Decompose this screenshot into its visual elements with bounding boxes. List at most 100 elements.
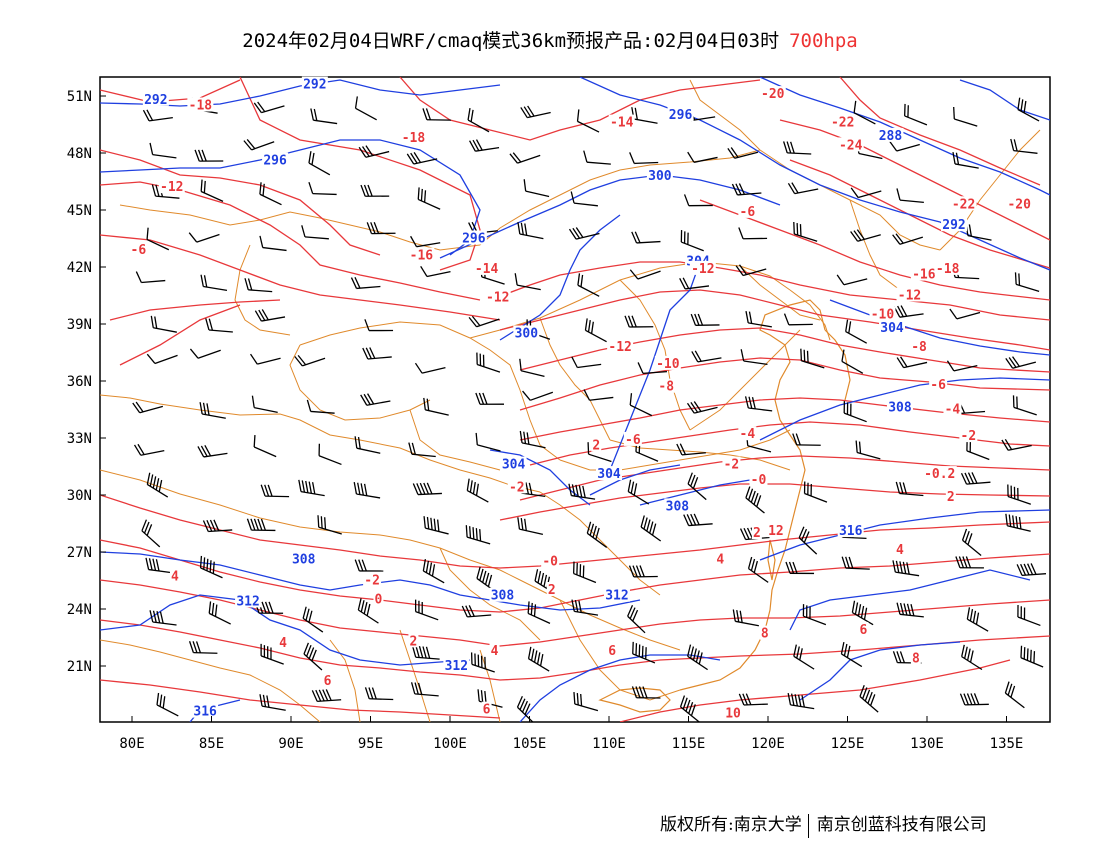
isotherm-line — [100, 79, 241, 103]
wind-barb-feather — [523, 106, 532, 118]
wind-barb-feather — [800, 348, 803, 361]
wind-barb-feather — [523, 179, 527, 192]
wind-barb-shaft — [573, 202, 598, 207]
wind-barb-shaft — [261, 105, 285, 114]
wind-barb-feather — [363, 601, 368, 614]
wind-barb-shaft — [691, 116, 716, 122]
boundary-line — [849, 199, 901, 291]
temperature-label-bg — [657, 378, 676, 393]
wind-barb-feather — [1023, 563, 1030, 576]
wind-barb — [135, 271, 166, 284]
wind-barb — [961, 644, 983, 671]
wind-barb-shaft — [521, 442, 546, 449]
wind-barb-feather — [691, 351, 699, 363]
wind-barb-feather — [308, 610, 313, 623]
wind-barb-feather — [436, 519, 440, 532]
wind-barb-shaft — [899, 199, 924, 204]
wind-barb-shaft — [853, 112, 876, 125]
wind-barb — [475, 392, 505, 405]
wind-barb-shaft — [685, 285, 710, 290]
wind-barb — [308, 151, 331, 176]
temperature-label: 4 — [279, 636, 287, 651]
temperature-label: -6 — [930, 378, 946, 393]
temperature-label: 6 — [324, 674, 332, 689]
wind-barb-feather — [311, 482, 316, 495]
boundary-line — [689, 329, 801, 431]
wind-barb — [892, 560, 920, 577]
wind-barb-feather — [955, 556, 961, 568]
wind-barb-feather — [869, 694, 876, 706]
wind-barb — [132, 401, 164, 414]
geopotential-label-bg — [460, 230, 487, 245]
wind-barb-shaft — [1007, 525, 1031, 532]
wind-barb-shaft — [574, 703, 599, 712]
wind-barb — [412, 482, 442, 496]
boundary-line — [289, 344, 431, 421]
wind-barb-feather — [1030, 563, 1037, 575]
wind-barb-feather — [260, 518, 267, 531]
wind-barb-feather — [738, 693, 745, 706]
wind-barb-feather — [1033, 651, 1036, 664]
geopotential-line — [499, 214, 621, 341]
temperature-label: 2 — [947, 490, 955, 505]
wind-barb-feather — [745, 693, 752, 705]
coastline-segment — [767, 539, 776, 581]
geopotential-line — [100, 139, 481, 256]
wind-barb-feather — [305, 480, 309, 493]
geopotential-label: 292 — [303, 78, 326, 93]
wind-barb-shaft — [155, 195, 180, 199]
wind-barb-shaft — [146, 239, 170, 251]
wind-barb — [640, 515, 662, 542]
wind-barb — [208, 601, 231, 625]
wind-barb-feather — [367, 393, 375, 405]
wind-barb — [570, 191, 598, 207]
wind-barb-feather — [793, 644, 797, 657]
wind-barb — [423, 516, 449, 535]
boundary-line — [409, 409, 501, 471]
wind-barb-shaft — [521, 492, 546, 498]
temperature-label-bg — [654, 355, 681, 370]
wind-barb — [294, 354, 326, 367]
wind-barb-feather — [141, 519, 148, 532]
wind-barb-shaft — [843, 278, 868, 286]
lon-tick-label: 85E — [199, 736, 224, 752]
wind-barb-shaft — [793, 655, 815, 670]
wind-barb-shaft — [804, 492, 828, 503]
wind-barb-feather — [264, 601, 271, 614]
wind-barb — [745, 310, 772, 328]
wind-barb — [687, 644, 708, 671]
wind-barb-feather — [354, 559, 360, 572]
wind-barb-feather — [1023, 100, 1027, 113]
wind-barb-feather — [746, 527, 754, 540]
boundary-line — [439, 547, 541, 641]
temperature-label-bg — [738, 203, 757, 218]
wind-barb — [364, 687, 394, 701]
wind-barb-feather — [840, 642, 845, 655]
wind-barb-feather — [298, 479, 302, 492]
temperature-label-bg — [858, 621, 869, 636]
wind-barb-feather — [465, 605, 472, 617]
wind-barb — [793, 644, 815, 670]
wind-barb-shaft — [842, 536, 867, 539]
wind-barb — [142, 109, 173, 122]
wind-barb-feather — [788, 561, 795, 574]
wind-barb-feather — [214, 604, 218, 617]
wind-barb-feather — [637, 362, 644, 374]
geopotential-label-bg — [235, 593, 262, 608]
wind-barb-feather — [471, 315, 481, 327]
geopotential-label: 296 — [263, 154, 287, 169]
wind-barb — [466, 478, 489, 503]
wind-barb — [469, 139, 500, 152]
wind-barb-shaft — [586, 161, 611, 165]
wind-barb — [301, 225, 329, 240]
wind-barb — [302, 606, 324, 633]
wind-barb-feather — [571, 484, 576, 497]
wind-barb-feather — [791, 182, 799, 194]
wind-barb-feather — [646, 519, 651, 532]
wind-barb — [470, 652, 495, 673]
temperature-label-bg — [158, 179, 185, 194]
wind-barb-feather — [571, 599, 575, 612]
wind-barb-feather — [146, 524, 153, 536]
wind-barb-feather — [946, 360, 955, 372]
wind-barb-shaft — [527, 612, 551, 624]
